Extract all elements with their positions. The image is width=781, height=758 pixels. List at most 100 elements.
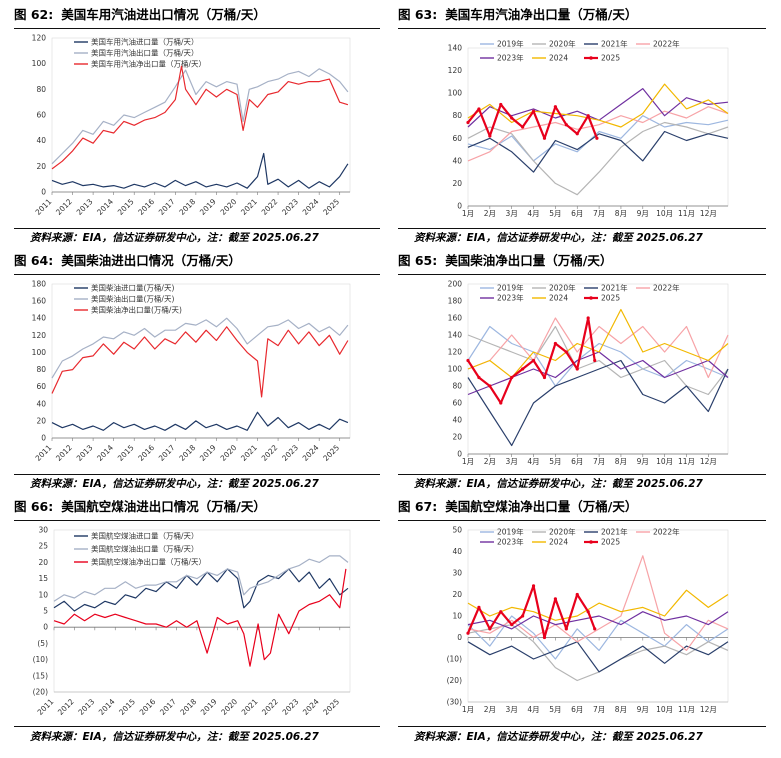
- series-point: [564, 350, 568, 354]
- series-line: [467, 130, 729, 173]
- legend-label: 2022年: [653, 527, 680, 537]
- x-tick-label: 2025: [321, 443, 341, 463]
- figure-title: 美国柴油净出口量（万桶/天）: [445, 253, 613, 268]
- source-rule: [14, 474, 380, 475]
- y-tick-label: 100: [32, 348, 47, 357]
- panel-fig65: 图 65: 美国柴油净出口量（万桶/天） 0 20 40 60 80 100 120 140 16…: [398, 250, 766, 490]
- y-tick-label: 5: [43, 607, 48, 616]
- y-tick-label: 30: [452, 569, 462, 578]
- x-tick-label: 2月: [484, 457, 496, 466]
- y-tick-label: 60: [36, 382, 46, 391]
- y-tick-label: 25: [38, 542, 48, 551]
- legend-label: 美国柴油出口量(万桶/天): [91, 294, 174, 304]
- series-point: [542, 635, 547, 640]
- title-rule: [398, 274, 766, 275]
- x-tick-label: 2012: [54, 443, 74, 463]
- series-line: [467, 325, 729, 396]
- x-tick-label: 2月: [484, 705, 496, 714]
- x-tick-label: 2013: [75, 443, 95, 463]
- y-tick-label: 180: [32, 280, 47, 289]
- series-point: [564, 627, 568, 631]
- y-tick-label: 0: [457, 450, 462, 459]
- x-tick-label: 11月: [678, 457, 695, 466]
- figure-title: 美国航空煤油净出口量（万桶/天）: [445, 499, 638, 514]
- series-line: [467, 359, 729, 447]
- panel-title: 图 64: 美国柴油进出口情况（万桶/天）: [14, 250, 380, 272]
- x-tick-label: 2015: [116, 197, 136, 217]
- panel-title: 图 62: 美国车用汽油进出口情况（万桶/天）: [14, 4, 380, 26]
- x-tick-label: 4月: [527, 705, 539, 714]
- series-point: [586, 316, 590, 320]
- y-tick-label: 20: [452, 433, 462, 442]
- x-tick-label: 3月: [506, 209, 518, 218]
- x-tick-label: 2019: [199, 697, 219, 717]
- x-tick-label: 2018: [177, 443, 197, 463]
- legend-label: 2019年: [497, 283, 524, 293]
- series-point: [466, 120, 470, 125]
- series-point: [488, 627, 492, 631]
- legend-label: 美国柴油进口量(万桶/天): [91, 283, 174, 293]
- y-tick-label: 40: [452, 547, 462, 556]
- y-tick-label: 20: [452, 590, 462, 599]
- y-tick-label: 180: [448, 297, 463, 306]
- x-tick-label: 6月: [571, 209, 583, 218]
- y-tick-label: 0: [43, 623, 48, 632]
- legend-label: 2023年: [497, 537, 524, 547]
- x-tick-label: 8月: [615, 705, 627, 714]
- legend-marker: [589, 296, 593, 300]
- x-tick-label: 2011: [34, 197, 54, 217]
- panel-fig63: 图 63: 美国车用汽油净出口量（万桶/天） 0 20 40 60 80 100 120 140…: [398, 4, 766, 244]
- y-tick-label: 10: [38, 590, 48, 599]
- x-tick-label: 4月: [527, 457, 539, 466]
- series-point: [499, 401, 503, 405]
- figure-title: 美国车用汽油净出口量（万桶/天）: [445, 7, 638, 22]
- x-tick-label: 5月: [549, 457, 561, 466]
- y-tick-label: 10: [452, 612, 462, 621]
- source-rule: [398, 726, 766, 727]
- series-point: [488, 384, 492, 388]
- panel-fig62: 图 62: 美国车用汽油进出口情况（万桶/天） 0 20 40 60 80 100 120 20…: [14, 4, 380, 244]
- y-tick-label: 60: [36, 111, 46, 120]
- series-point: [477, 107, 481, 111]
- figure-title: 美国航空煤油进出口情况（万桶/天）: [61, 499, 266, 514]
- legend-label: 2024: [549, 538, 568, 547]
- series-line: [467, 115, 729, 162]
- y-tick-label: 160: [448, 314, 463, 323]
- source-note: 资料来源：EIA，信达证券研发中心，注：截至 2025.06.27: [414, 478, 703, 490]
- x-tick-label: 2月: [484, 209, 496, 218]
- legend-label: 2025: [601, 538, 620, 547]
- y-tick-label: 80: [36, 85, 46, 94]
- legend-marker: [589, 540, 593, 544]
- legend-label: 2019年: [497, 527, 524, 537]
- x-tick-label: 12月: [700, 209, 717, 218]
- y-tick-label: 20: [36, 162, 46, 171]
- series-point: [553, 597, 557, 601]
- y-tick-label: 40: [36, 399, 46, 408]
- legend-label: 美国航空煤油出口量（万桶/天）: [91, 544, 199, 554]
- x-tick-label: 2012: [54, 197, 74, 217]
- y-tick-label: 80: [452, 382, 462, 391]
- x-tick-label: 2019: [198, 197, 218, 217]
- y-tick-label: 120: [448, 348, 463, 357]
- legend-label: 美国航空煤油净出口量（万桶/天）: [91, 557, 206, 567]
- source-note: 资料来源：EIA，信达证券研发中心，注：截至 2025.06.27: [414, 731, 703, 743]
- x-tick-label: 2018: [178, 697, 198, 717]
- series-point: [510, 375, 514, 380]
- x-tick-label: 1月: [462, 457, 474, 466]
- series-point: [553, 105, 557, 109]
- series-point: [575, 132, 579, 136]
- series-point: [595, 136, 599, 140]
- series-point: [466, 631, 470, 635]
- x-tick-label: 2012: [56, 697, 76, 717]
- x-tick-label: 2021: [239, 443, 259, 463]
- series-point: [510, 623, 514, 627]
- y-tick-label: 40: [452, 416, 462, 425]
- series-point: [586, 114, 590, 118]
- x-tick-label: 3月: [506, 457, 518, 466]
- figure-number: 图 67:: [398, 499, 438, 514]
- legend-label: 美国航空煤油进口量（万桶/天）: [91, 531, 199, 541]
- x-tick-label: 5月: [549, 209, 561, 218]
- x-tick-label: 4月: [527, 209, 539, 218]
- series-point: [499, 610, 503, 614]
- x-tick-label: 2018: [177, 197, 197, 217]
